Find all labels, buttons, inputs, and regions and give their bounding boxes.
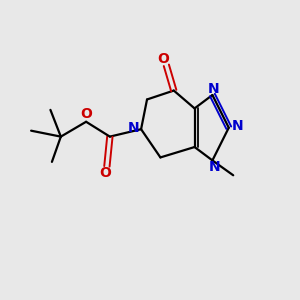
Text: O: O — [80, 107, 92, 121]
Text: N: N — [208, 82, 220, 96]
Text: O: O — [157, 52, 169, 66]
Text: N: N — [231, 119, 243, 133]
Text: O: O — [100, 166, 111, 180]
Text: N: N — [209, 160, 220, 174]
Text: N: N — [128, 121, 140, 135]
